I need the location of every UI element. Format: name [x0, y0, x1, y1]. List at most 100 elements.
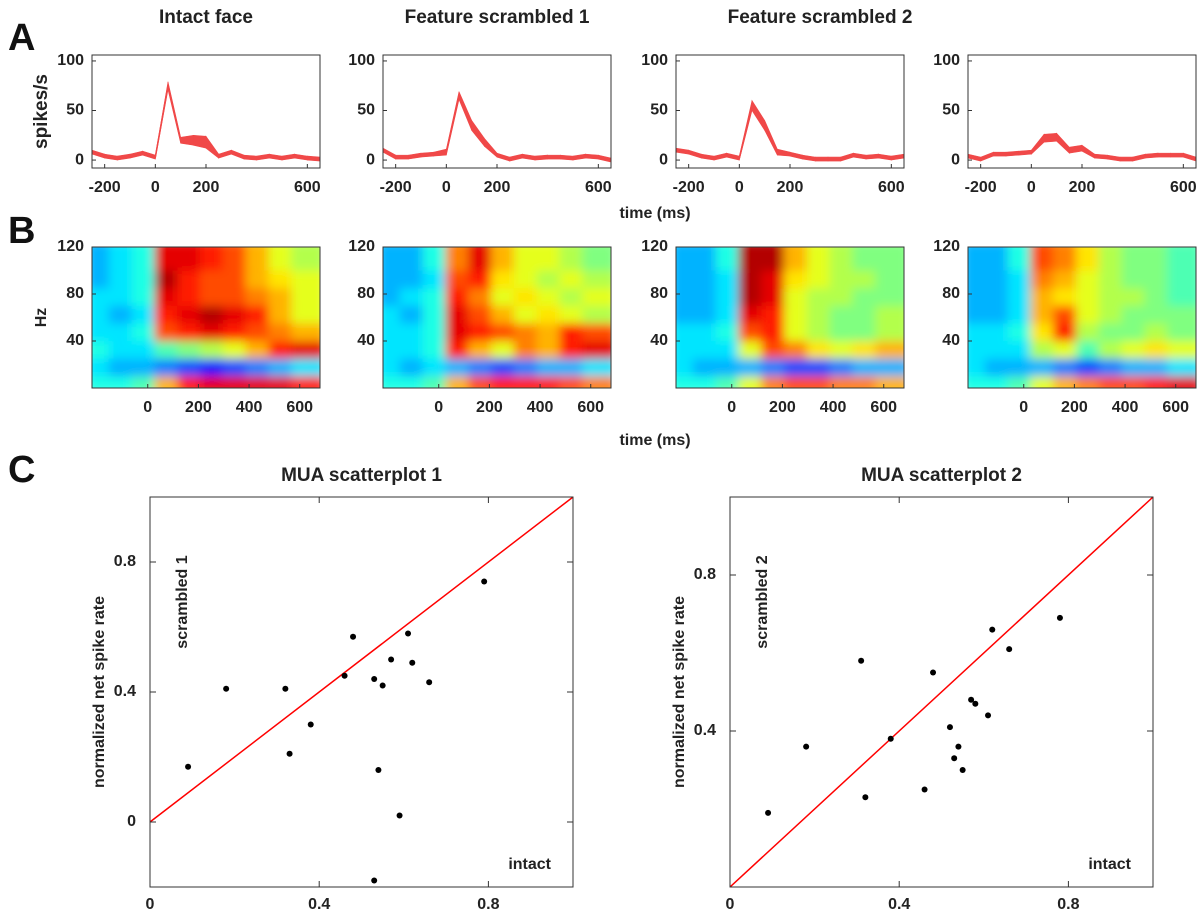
scatter-point — [946, 724, 953, 731]
y-tick-label: 80 — [66, 285, 84, 302]
heatmap-cell — [1167, 247, 1196, 271]
axes-box — [729, 496, 1154, 888]
heatmap-cells — [383, 247, 611, 388]
y-tick-label: 40 — [357, 332, 375, 349]
scatter-point — [1006, 646, 1013, 653]
scatter-point — [985, 712, 992, 719]
x-tick-label: 600 — [286, 399, 313, 416]
scatter-point — [959, 767, 966, 773]
scatter-point — [371, 877, 378, 884]
x-tick-label: 0 — [735, 179, 744, 196]
scatter-point — [409, 659, 416, 666]
axes-box — [382, 246, 612, 389]
scatter-point — [307, 721, 314, 728]
x-tick-label: 200 — [484, 179, 511, 196]
scatter-point — [858, 657, 865, 664]
x-axis-label: time (ms) — [619, 432, 690, 449]
axes-box — [91, 54, 321, 169]
y-tick-label: 100 — [933, 52, 960, 69]
plot-area — [92, 81, 320, 162]
identity-line — [730, 497, 1153, 887]
x-tick-label: 400 — [1112, 399, 1139, 416]
x-tick-label: 600 — [878, 179, 905, 196]
annotation: intact — [508, 856, 551, 873]
scatter-point — [375, 767, 382, 773]
scatter-point — [481, 578, 488, 585]
x-tick-label: 0 — [726, 896, 735, 913]
scatter-point — [930, 669, 937, 676]
axes-box — [149, 496, 574, 888]
x-tick-label: 600 — [585, 179, 612, 196]
scatter-point — [223, 685, 230, 692]
x-tick-label: 0 — [151, 179, 160, 196]
scatter-point — [887, 735, 894, 742]
y-tick-label: 80 — [942, 285, 960, 302]
x-tick-label: 0 — [1019, 399, 1028, 416]
x-tick-label: 0 — [146, 896, 155, 913]
y-tick-label: 0 — [951, 151, 960, 168]
plot-area — [383, 91, 611, 163]
y-tick-label: 120 — [641, 238, 668, 255]
x-tick-label: 0.8 — [1057, 896, 1079, 913]
chart-title: Intact face — [159, 7, 253, 28]
scatter-point — [989, 626, 996, 633]
heatmap-cell — [291, 247, 320, 271]
y-tick-label: 50 — [650, 102, 668, 119]
heatmap-cells — [676, 247, 904, 388]
scatter-point — [972, 700, 979, 707]
heatmap-cell — [582, 247, 611, 271]
x-tick-label: 0.4 — [888, 896, 910, 913]
x-tick-label: 600 — [1162, 399, 1189, 416]
panel-label: C — [8, 449, 35, 491]
y-tick-label: 50 — [66, 102, 84, 119]
scatter-point — [803, 743, 810, 750]
y-tick-label: 80 — [650, 285, 668, 302]
scatter-point — [282, 685, 289, 692]
x-tick-label: -200 — [965, 179, 997, 196]
x-tick-label: 600 — [294, 179, 321, 196]
x-tick-label: 400 — [236, 399, 263, 416]
y-tick-label: 120 — [933, 238, 960, 255]
heatmap-cells — [968, 247, 1196, 388]
y-axis-label: normalized net spike rate — [91, 596, 108, 788]
x-tick-label: 0 — [727, 399, 736, 416]
plot-area — [92, 247, 320, 388]
heatmap-cell — [875, 247, 904, 271]
annotation: intact — [1088, 856, 1131, 873]
x-tick-label: 0.4 — [308, 896, 330, 913]
y-tick-label: 40 — [650, 332, 668, 349]
plot-area — [730, 497, 1153, 887]
x-tick-label: 600 — [870, 399, 897, 416]
y-tick-label: 50 — [942, 102, 960, 119]
x-axis-label: time (ms) — [619, 205, 690, 222]
mean-line — [968, 136, 1196, 160]
plot-area — [150, 497, 573, 884]
axes-box — [675, 246, 905, 389]
heatmap-cells — [92, 247, 320, 388]
y-axis-label: Hz — [33, 308, 50, 328]
scatter-point — [396, 812, 403, 819]
y-tick-label: 80 — [357, 285, 375, 302]
mean-line — [92, 85, 320, 160]
x-tick-label: 0.8 — [477, 896, 499, 913]
x-tick-label: 0 — [442, 179, 451, 196]
annotation: scrambled 1 — [174, 555, 191, 648]
x-tick-label: 0 — [434, 399, 443, 416]
y-tick-label: 40 — [942, 332, 960, 349]
scatter-point — [955, 743, 962, 750]
plot-area — [676, 247, 904, 388]
scatter-point — [765, 809, 772, 816]
y-tick-label: 100 — [348, 52, 375, 69]
y-tick-label: 100 — [57, 52, 84, 69]
y-tick-label: 0.8 — [114, 553, 136, 570]
x-tick-label: 200 — [769, 399, 796, 416]
scatter-point — [185, 763, 192, 770]
y-tick-label: 0 — [366, 151, 375, 168]
x-tick-label: -200 — [89, 179, 121, 196]
identity-line — [150, 497, 573, 823]
y-tick-label: 0 — [127, 813, 136, 830]
scatter-point — [862, 794, 869, 801]
panel-label: A — [8, 17, 35, 59]
x-tick-label: 200 — [185, 399, 212, 416]
